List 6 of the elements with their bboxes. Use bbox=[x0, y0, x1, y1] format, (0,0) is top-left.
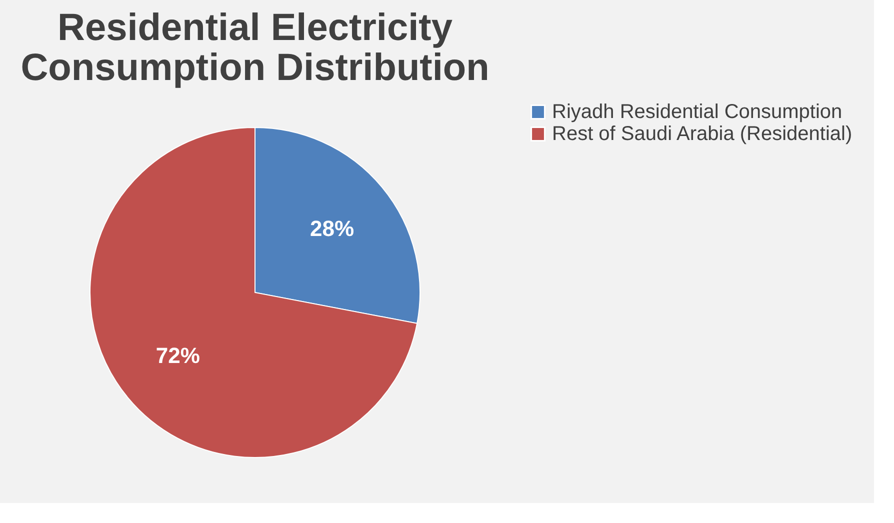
legend-label: Riyadh Residential Consumption bbox=[552, 101, 842, 123]
pie-slice bbox=[90, 127, 418, 458]
data-label: 72% bbox=[156, 343, 200, 368]
chart-title: Residential Electricity Consumption Distribution bbox=[20, 7, 490, 89]
legend-label: Rest of Saudi Arabia (Residential) bbox=[552, 123, 852, 145]
data-label: 28% bbox=[310, 216, 354, 241]
